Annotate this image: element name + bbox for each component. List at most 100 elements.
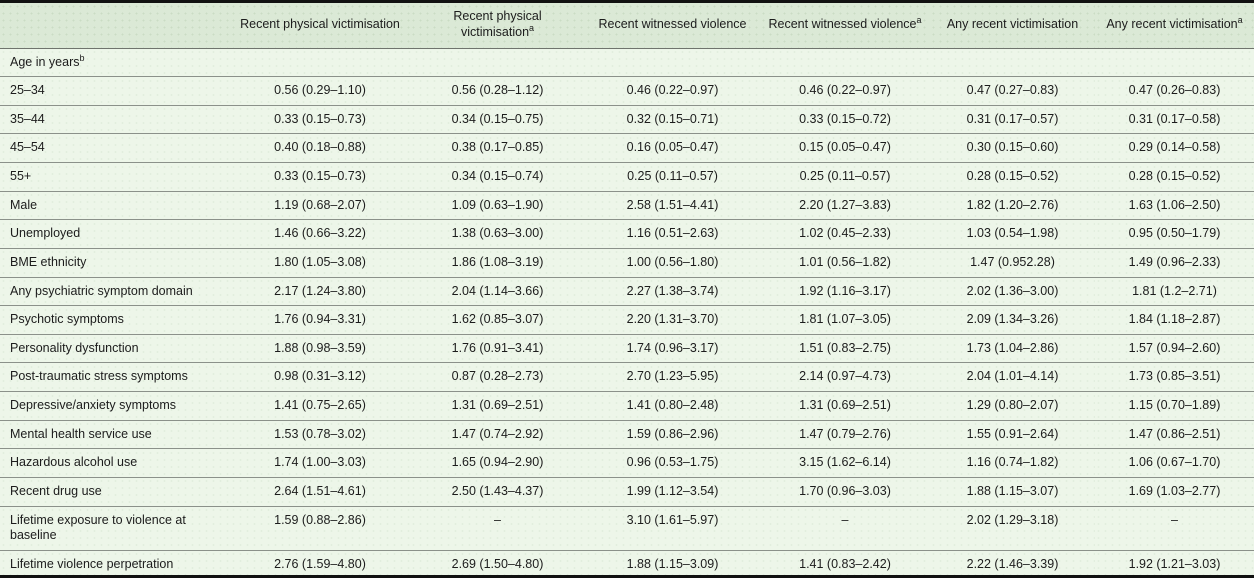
table-row: 35–44 0.33 (0.15–0.73) 0.34 (0.15–0.75) 0.3…	[0, 105, 1254, 135]
table-row: 45–54 0.40 (0.18–0.88) 0.38 (0.17–0.85) 0.1…	[0, 133, 1254, 163]
column-header: Any recent victimisation	[930, 3, 1095, 49]
value-cell: 2.02 (1.29–3.18)	[930, 506, 1095, 551]
table-row: Personality dysfunction 1.88 (0.98–3.59) 1…	[0, 334, 1254, 364]
value-cell: 1.84 (1.18–2.87)	[1095, 305, 1254, 335]
column-header: Recent physical victimisationa	[410, 3, 585, 49]
value-cell: 0.29 (0.14–0.58)	[1095, 133, 1254, 163]
value-cell: 0.96 (0.53–1.75)	[585, 448, 760, 478]
value-cell: 1.76 (0.94–3.31)	[230, 305, 410, 335]
value-cell: 1.92 (1.16–3.17)	[760, 277, 930, 307]
value-cell: 1.59 (0.88–2.86)	[230, 506, 410, 551]
table-row: Post-traumatic stress symptoms 0.98 (0.31…	[0, 362, 1254, 392]
value-cell: 3.15 (1.62–6.14)	[760, 448, 930, 478]
value-cell: 0.31 (0.17–0.58)	[1095, 105, 1254, 135]
value-cell: 2.09 (1.34–3.26)	[930, 305, 1095, 335]
value-cell: 1.06 (0.67–1.70)	[1095, 448, 1254, 478]
value-cell: 1.88 (1.15–3.07)	[930, 477, 1095, 507]
row-label: Any psychiatric symptom domain	[0, 277, 230, 307]
row-label: Lifetime violence perpetration	[0, 550, 230, 575]
value-cell: 0.28 (0.15–0.52)	[930, 162, 1095, 192]
value-cell: 1.63 (1.06–2.50)	[1095, 191, 1254, 221]
value-cell: 1.03 (0.54–1.98)	[930, 219, 1095, 249]
value-cell: 1.47 (0.79–2.76)	[760, 420, 930, 450]
row-label: Age in yearsb	[0, 48, 1254, 78]
value-cell: 3.10 (1.61–5.97)	[585, 506, 760, 551]
value-cell: 1.92 (1.21–3.03)	[1095, 550, 1254, 575]
row-label: Personality dysfunction	[0, 334, 230, 364]
value-cell: 0.25 (0.11–0.57)	[760, 162, 930, 192]
value-cell: 1.47 (0.952.28)	[930, 248, 1095, 278]
value-cell: 1.74 (0.96–3.17)	[585, 334, 760, 364]
value-cell: 1.09 (0.63–1.90)	[410, 191, 585, 221]
value-cell: 1.31 (0.69–2.51)	[760, 391, 930, 421]
column-header: Recent physical victimisation	[230, 3, 410, 49]
table-body: Age in yearsb 25–34 0.56 (0.29–1.10) 0.56 (…	[0, 48, 1254, 575]
value-cell: 0.40 (0.18–0.88)	[230, 133, 410, 163]
value-cell: 0.47 (0.26–0.83)	[1095, 76, 1254, 106]
value-cell: 1.74 (1.00–3.03)	[230, 448, 410, 478]
value-cell: 2.70 (1.23–5.95)	[585, 362, 760, 392]
header-cell-empty	[0, 3, 230, 49]
row-label: Recent drug use	[0, 477, 230, 507]
value-cell: 2.02 (1.36–3.00)	[930, 277, 1095, 307]
value-cell: 1.47 (0.74–2.92)	[410, 420, 585, 450]
value-cell: 0.56 (0.29–1.10)	[230, 76, 410, 106]
table-header: Recent physical victimisation Recent phys…	[0, 3, 1254, 49]
column-header: Recent witnessed violence	[585, 3, 760, 49]
table-row: Unemployed 1.46 (0.66–3.22) 1.38 (0.63–3.0…	[0, 219, 1254, 249]
value-cell: 1.76 (0.91–3.41)	[410, 334, 585, 364]
value-cell: 1.53 (0.78–3.02)	[230, 420, 410, 450]
value-cell: 1.46 (0.66–3.22)	[230, 219, 410, 249]
value-cell: 1.38 (0.63–3.00)	[410, 219, 585, 249]
value-cell: 0.31 (0.17–0.57)	[930, 105, 1095, 135]
value-cell: 2.20 (1.31–3.70)	[585, 305, 760, 335]
value-cell: 2.76 (1.59–4.80)	[230, 550, 410, 575]
row-label: 45–54	[0, 133, 230, 163]
row-label: 25–34	[0, 76, 230, 106]
value-cell: 1.59 (0.86–2.96)	[585, 420, 760, 450]
table-row: Male 1.19 (0.68–2.07) 1.09 (0.63–1.90) 2.58…	[0, 191, 1254, 221]
header-row: Recent physical victimisation Recent phys…	[0, 3, 1254, 49]
value-cell: 2.14 (0.97–4.73)	[760, 362, 930, 392]
footnote-marker: a	[1237, 14, 1243, 25]
value-cell: 0.87 (0.28–2.73)	[410, 362, 585, 392]
value-cell: 2.50 (1.43–4.37)	[410, 477, 585, 507]
value-cell: 0.56 (0.28–1.12)	[410, 76, 585, 106]
value-cell: –	[1095, 506, 1254, 551]
table-row: 25–34 0.56 (0.29–1.10) 0.56 (0.28–1.12) 0.4…	[0, 76, 1254, 106]
value-cell: 1.81 (1.2–2.71)	[1095, 277, 1254, 307]
value-cell: 2.22 (1.46–3.39)	[930, 550, 1095, 575]
value-cell: 0.34 (0.15–0.74)	[410, 162, 585, 192]
value-cell: 1.41 (0.83–2.42)	[760, 550, 930, 575]
value-cell: 1.86 (1.08–3.19)	[410, 248, 585, 278]
value-cell: 1.16 (0.74–1.82)	[930, 448, 1095, 478]
value-cell: 1.51 (0.83–2.75)	[760, 334, 930, 364]
value-cell: 1.69 (1.03–2.77)	[1095, 477, 1254, 507]
value-cell: 1.82 (1.20–2.76)	[930, 191, 1095, 221]
value-cell: 1.00 (0.56–1.80)	[585, 248, 760, 278]
footnote-marker: a	[916, 14, 922, 25]
value-cell: 0.33 (0.15–0.73)	[230, 105, 410, 135]
value-cell: 0.32 (0.15–0.71)	[585, 105, 760, 135]
value-cell: 2.17 (1.24–3.80)	[230, 277, 410, 307]
value-cell: 1.01 (0.56–1.82)	[760, 248, 930, 278]
value-cell: 1.29 (0.80–2.07)	[930, 391, 1095, 421]
value-cell: 2.20 (1.27–3.83)	[760, 191, 930, 221]
value-cell: 1.41 (0.75–2.65)	[230, 391, 410, 421]
value-cell: 0.25 (0.11–0.57)	[585, 162, 760, 192]
value-cell: 0.46 (0.22–0.97)	[585, 76, 760, 106]
value-cell: 1.81 (1.07–3.05)	[760, 305, 930, 335]
table-row: Lifetime exposure to violence at baselin…	[0, 506, 1254, 551]
value-cell: 0.95 (0.50–1.79)	[1095, 219, 1254, 249]
row-label: 35–44	[0, 105, 230, 135]
value-cell: –	[410, 506, 585, 551]
value-cell: 2.69 (1.50–4.80)	[410, 550, 585, 575]
value-cell: 0.33 (0.15–0.72)	[760, 105, 930, 135]
value-cell: 1.16 (0.51–2.63)	[585, 219, 760, 249]
row-label: Mental health service use	[0, 420, 230, 450]
value-cell: 0.38 (0.17–0.85)	[410, 133, 585, 163]
value-cell: 2.64 (1.51–4.61)	[230, 477, 410, 507]
value-cell: 1.88 (1.15–3.09)	[585, 550, 760, 575]
table-row: 55+ 0.33 (0.15–0.73) 0.34 (0.15–0.74) 0.25 …	[0, 162, 1254, 192]
column-header: Recent witnessed violencea	[760, 3, 930, 49]
